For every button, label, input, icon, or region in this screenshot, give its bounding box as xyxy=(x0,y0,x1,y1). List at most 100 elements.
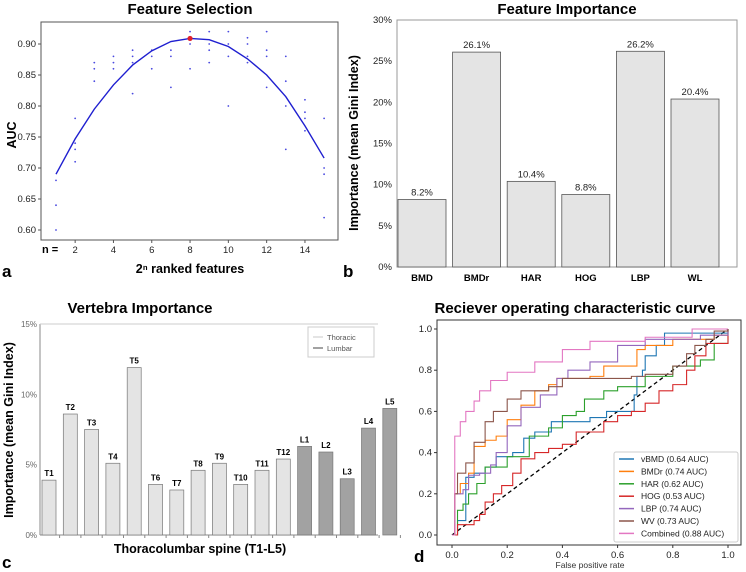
bar-label: T7 xyxy=(172,479,182,488)
scatter-point xyxy=(265,55,268,58)
x-tick-label: 6 xyxy=(149,245,154,256)
scatter-point xyxy=(74,142,77,145)
scatter-point xyxy=(246,55,249,58)
x-tick-label: 0.0 xyxy=(445,550,458,561)
scatter-point xyxy=(74,117,77,120)
x-tick-label: 0.6 xyxy=(611,550,624,561)
y-tick-label: 0.6 xyxy=(419,406,432,417)
scatter-point xyxy=(284,80,287,83)
x-tick-label: 0.2 xyxy=(501,550,514,561)
panel-c-title: Vertebra Importance xyxy=(67,300,212,317)
bar-L1 xyxy=(297,446,312,536)
scatter-point xyxy=(189,30,191,33)
legend-label: Combined (0.88 AUC) xyxy=(641,528,724,538)
x-prefix: n = xyxy=(42,244,58,256)
scatter-point xyxy=(265,49,268,52)
bar-HOG xyxy=(561,194,611,268)
legend-label: LBP (0.74 AUC) xyxy=(641,504,701,514)
y-tick-label: 25% xyxy=(373,56,393,67)
scatter-point xyxy=(227,30,230,33)
scatter-point xyxy=(93,67,96,70)
bar-label: L5 xyxy=(385,397,395,406)
scatter-point xyxy=(208,30,211,33)
bar-T8 xyxy=(190,469,206,536)
x-tick-label: HAR xyxy=(521,273,542,284)
y-tick-label: 0.2 xyxy=(419,489,432,500)
y-tick-label: 0.75 xyxy=(18,132,37,143)
legend-label: Thoracic xyxy=(327,333,356,342)
scatter-point xyxy=(284,55,287,58)
y-tick-label: 10% xyxy=(21,390,37,399)
x-tick-label: LBP xyxy=(631,273,651,284)
y-axis-label: AUC xyxy=(5,121,19,148)
bar-T9 xyxy=(212,462,227,536)
bar-T10 xyxy=(233,484,249,536)
bar-value-label: 10.4% xyxy=(518,169,545,180)
y-tick-label: 0.60 xyxy=(18,225,37,236)
scatter-point xyxy=(74,148,77,151)
bar-L4 xyxy=(361,427,376,536)
scatter-point xyxy=(323,167,325,169)
auc-line xyxy=(55,37,325,175)
best-point xyxy=(187,35,193,42)
y-tick-label: 15% xyxy=(21,320,37,329)
panel-letter-d: d xyxy=(414,547,424,566)
scatter-point xyxy=(246,61,249,64)
scatter-point xyxy=(55,179,57,182)
y-tick-label: 0.4 xyxy=(419,448,432,459)
bar-label: T2 xyxy=(66,403,76,412)
x-tick-label: 2 xyxy=(73,245,78,256)
scatter-point xyxy=(304,98,306,101)
y-tick-label: 0.80 xyxy=(18,101,37,112)
scatter-point xyxy=(150,55,153,58)
roc-curve-wv xyxy=(452,329,729,536)
legend-label: vBMD (0.64 AUC) xyxy=(641,454,709,464)
y-tick-label: 0.90 xyxy=(18,39,37,50)
bar-T2 xyxy=(62,413,78,536)
bar-WL xyxy=(670,98,720,268)
legend-label: HOG (0.53 AUC) xyxy=(641,491,705,501)
x-tick-label: 10 xyxy=(223,245,234,256)
x-axis-label: 2ⁿ ranked features xyxy=(136,262,245,276)
scatter-point xyxy=(112,67,115,70)
x-tick-label: 0.4 xyxy=(556,550,569,561)
scatter-point xyxy=(131,49,134,52)
bar-label: T10 xyxy=(234,473,248,482)
x-tick-label: 0.8 xyxy=(666,550,679,561)
bar-value-label: 26.2% xyxy=(627,39,654,50)
x-tick-label: 8 xyxy=(187,245,192,256)
scatter-point xyxy=(208,43,211,45)
y-tick-label: 0.70 xyxy=(18,163,37,174)
scatter-point xyxy=(208,61,211,64)
scatter-point xyxy=(189,67,191,70)
y-tick-label: 0.8 xyxy=(419,365,432,376)
legend-label: HAR (0.62 AUC) xyxy=(641,479,704,489)
panel-a-title: Feature Selection xyxy=(127,1,252,18)
x-tick-label: BMD xyxy=(411,273,433,284)
bar-T7 xyxy=(169,489,185,536)
legend-box xyxy=(613,451,739,543)
scatter-point xyxy=(246,36,249,39)
bar-label: T8 xyxy=(193,459,203,468)
x-tick-label: 14 xyxy=(300,245,311,256)
y-tick-label: 10% xyxy=(373,180,393,191)
scatter-point xyxy=(304,111,306,114)
scatter-point xyxy=(323,216,325,219)
scatter-point xyxy=(112,55,115,58)
x-tick-label: 12 xyxy=(261,245,272,256)
scatter-point xyxy=(323,173,325,176)
scatter-point xyxy=(112,61,115,64)
panel-letter-a: a xyxy=(2,262,12,281)
bar-BMDr xyxy=(452,51,502,268)
scatter-point xyxy=(284,105,287,107)
bar-L2 xyxy=(318,451,334,536)
bar-BMD xyxy=(397,199,447,268)
x-tick-label: BMDr xyxy=(464,273,490,284)
panel-letter-c: c xyxy=(2,553,11,572)
bar-HAR xyxy=(506,180,556,268)
roc-curve-combined xyxy=(452,328,728,536)
bar-label: T12 xyxy=(276,448,290,457)
scatter-point xyxy=(93,61,96,64)
bar-T3 xyxy=(84,429,99,536)
